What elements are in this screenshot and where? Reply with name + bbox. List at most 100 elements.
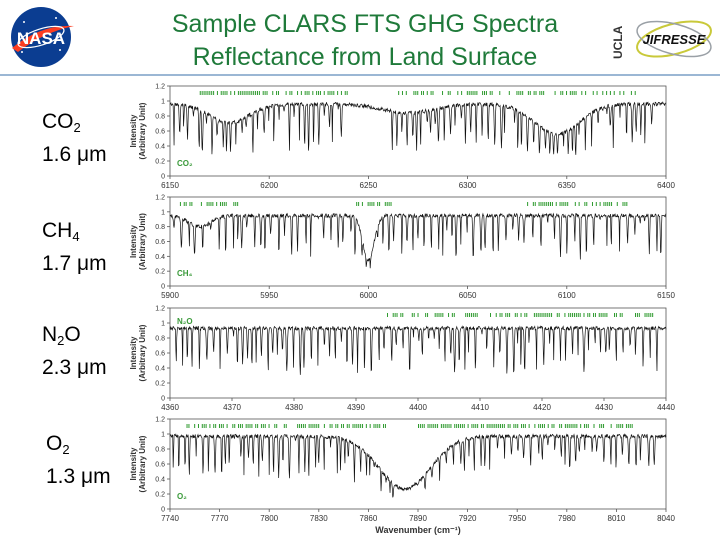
x-tick-label: 4440 (657, 403, 675, 412)
y-tick-label: 0.2 (155, 381, 165, 388)
species-formula-tail: O (64, 323, 81, 346)
panel-label: CH₄ (177, 269, 193, 278)
jifresse-logo: JIFRESSE (636, 20, 712, 58)
title-line-2: Reflectance from Land Surface (192, 43, 538, 71)
y-tick-label: 0 (161, 174, 165, 181)
species-label-o2: O2 1.3 μm (46, 430, 136, 490)
species-label-ch4: CH4 1.7 μm (42, 217, 132, 277)
species-band: 1.6 μm (42, 143, 107, 166)
y-tick-label: 0 (161, 396, 165, 403)
x-tick-label: 6300 (459, 181, 477, 190)
y-tick-label: 0.6 (155, 462, 165, 469)
species-subscript: 4 (72, 229, 80, 244)
species-formula: CH (42, 219, 73, 242)
y-tick-label: 0 (161, 507, 165, 514)
x-tick-label: 4360 (161, 403, 179, 412)
header-divider (0, 74, 720, 76)
panel-label: CO₂ (177, 159, 193, 168)
plot-frame (169, 307, 667, 399)
y-tick-label: 0.4 (155, 254, 165, 261)
species-formula: N (42, 323, 58, 346)
x-tick-label: 5950 (260, 291, 278, 300)
y-axis-label: Intensity(Arbitrary Unit) (129, 102, 147, 159)
species-label-n2o: N2O 2.3 μm (42, 321, 132, 381)
x-tick-label: 7950 (508, 514, 526, 523)
x-tick-label: 7890 (409, 514, 427, 523)
spectrum-panel-2: 0 0.2 0.4 0.6 0.8 1 1.2 5900 5950 6000 6050 6100 615… (129, 195, 675, 301)
species-subscript: 2 (57, 333, 65, 348)
y-tick-label: 1 (161, 99, 165, 106)
y-tick-label: 0.2 (155, 492, 165, 499)
species-formula: CO (42, 110, 74, 133)
page-title: Sample CLARS FTS GHG Spectra Reflectance… (150, 8, 580, 74)
species-band: 1.3 μm (46, 465, 111, 488)
x-tick-label: 6400 (657, 181, 675, 190)
x-tick-label: 7800 (260, 514, 278, 523)
y-tick-label: 0 (161, 284, 165, 291)
species-label-co2: CO2 1.6 μm (42, 108, 132, 168)
x-tick-label: 4410 (471, 403, 489, 412)
y-tick-label: 0.2 (155, 269, 165, 276)
spectrum-line (169, 101, 667, 155)
plot-frame (169, 196, 667, 287)
y-tick-label: 0.2 (155, 159, 165, 166)
line-position-markers (186, 424, 633, 428)
x-tick-label: 7860 (360, 514, 378, 523)
spectrum-panel-4: 0 0.2 0.4 0.6 0.8 1 1.2 7740 7770 7800 7830 7860 789… (129, 417, 675, 536)
title-line-1: Sample CLARS FTS GHG Spectra (171, 10, 559, 38)
spectrum-panel-3: 0 0.2 0.4 0.6 0.8 1 1.2 4360 4370 4380 4390 4400 441… (129, 306, 675, 413)
y-tick-label: 0.8 (155, 447, 165, 454)
x-tick-label: 6000 (360, 291, 378, 300)
y-tick-label: 0.4 (155, 477, 165, 484)
jifresse-logo-text: JIFRESSE (643, 32, 706, 47)
x-tick-label: 5900 (161, 291, 179, 300)
y-tick-label: 0.8 (155, 114, 165, 121)
y-tick-label: 0.8 (155, 224, 165, 231)
x-tick-label: 7980 (558, 514, 576, 523)
panel-label: N₂O (177, 317, 193, 326)
species-formula: O (46, 432, 63, 455)
x-tick-label: 8040 (657, 514, 675, 523)
x-tick-label: 4380 (285, 403, 303, 412)
x-tick-label: 6250 (360, 181, 378, 190)
x-tick-label: 6100 (558, 291, 576, 300)
y-axis-label: Intensity(Arbitrary Unit) (129, 213, 147, 270)
spectrum-line (169, 433, 667, 498)
x-tick-label: 8010 (608, 514, 626, 523)
y-tick-label: 0.4 (155, 366, 165, 373)
x-tick-label: 4400 (409, 403, 427, 412)
nasa-logo: NASA (11, 7, 74, 67)
y-tick-label: 1 (161, 432, 165, 439)
line-position-markers (199, 91, 636, 95)
x-tick-label: 7740 (161, 514, 179, 523)
y-tick-label: 0.6 (155, 129, 165, 136)
species-band: 1.7 μm (42, 252, 107, 275)
nasa-logo-text: NASA (17, 29, 65, 48)
panel-label: O₂ (177, 492, 187, 501)
x-tick-label: 4430 (595, 403, 613, 412)
x-tick-label: 7920 (459, 514, 477, 523)
x-tick-label: 6150 (657, 291, 675, 300)
x-tick-label: 6050 (459, 291, 477, 300)
y-axis-label: Intensity(Arbitrary Unit) (129, 324, 147, 381)
x-axis-label: Wavenumber (cm⁻¹) (375, 525, 460, 535)
y-tick-label: 1 (161, 209, 165, 216)
y-tick-label: 0.4 (155, 144, 165, 151)
y-tick-label: 0.6 (155, 351, 165, 358)
spectrum-panel-1: 0 0.2 0.4 0.6 0.8 1 1.2 6150 6200 6250 6300 6350 640… (129, 84, 675, 191)
x-tick-label: 4420 (533, 403, 551, 412)
y-tick-label: 1.2 (155, 195, 165, 202)
y-tick-label: 1.2 (155, 306, 165, 313)
x-tick-label: 6200 (260, 181, 278, 190)
y-tick-label: 0.6 (155, 239, 165, 246)
x-tick-label: 4370 (223, 403, 241, 412)
y-tick-label: 1 (161, 321, 165, 328)
x-tick-label: 6150 (161, 181, 179, 190)
y-tick-label: 1.2 (155, 417, 165, 424)
species-band: 2.3 μm (42, 356, 107, 379)
line-position-markers (387, 313, 654, 317)
x-tick-label: 6350 (558, 181, 576, 190)
x-tick-label: 7770 (211, 514, 229, 523)
spectrum-line (169, 212, 667, 269)
